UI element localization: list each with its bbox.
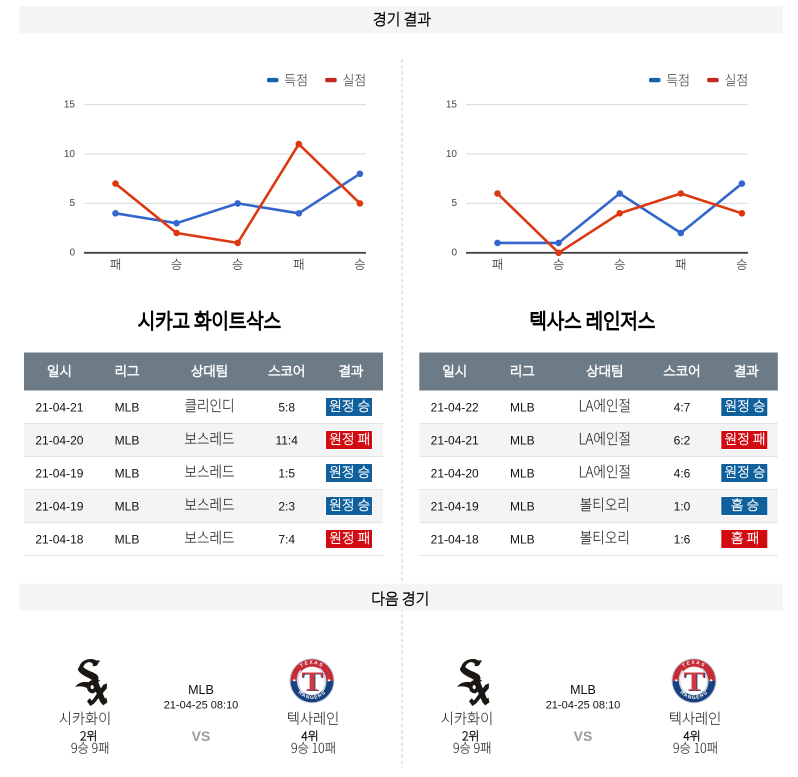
svg-text:21-04-21: 21-04-21	[431, 433, 479, 447]
svg-text:MLB: MLB	[115, 466, 140, 480]
svg-text:VS: VS	[192, 728, 211, 744]
svg-text:21-04-22: 21-04-22	[431, 400, 479, 414]
svg-text:21-04-18: 21-04-18	[35, 532, 83, 546]
svg-text:1:5: 1:5	[278, 466, 295, 480]
svg-text:5:8: 5:8	[278, 400, 295, 414]
svg-text:5: 5	[451, 198, 457, 209]
svg-text:4:7: 4:7	[674, 400, 691, 414]
svg-text:MLB: MLB	[510, 433, 535, 447]
svg-text:21-04-19: 21-04-19	[35, 499, 83, 513]
svg-text:21-04-20: 21-04-20	[35, 433, 83, 447]
svg-text:MLB: MLB	[115, 532, 140, 546]
svg-text:VS: VS	[574, 728, 593, 744]
svg-text:21-04-25 08:10: 21-04-25 08:10	[546, 700, 621, 712]
svg-text:5: 5	[69, 198, 75, 209]
svg-text:21-04-18: 21-04-18	[431, 532, 479, 546]
svg-text:2:3: 2:3	[278, 499, 295, 513]
svg-text:10: 10	[446, 149, 458, 160]
svg-text:15: 15	[64, 99, 76, 110]
svg-text:MLB: MLB	[510, 466, 535, 480]
svg-text:MLB: MLB	[510, 532, 535, 546]
svg-text:0: 0	[69, 248, 75, 259]
svg-text:MLB: MLB	[570, 683, 596, 697]
svg-text:21-04-19: 21-04-19	[431, 499, 479, 513]
svg-text:MLB: MLB	[510, 499, 535, 513]
svg-text:10: 10	[64, 149, 76, 160]
svg-text:11:4: 11:4	[275, 433, 298, 447]
svg-text:MLB: MLB	[188, 683, 214, 697]
svg-text:MLB: MLB	[115, 499, 140, 513]
svg-text:MLB: MLB	[510, 400, 535, 414]
svg-text:0: 0	[451, 248, 457, 259]
svg-text:MLB: MLB	[115, 400, 140, 414]
svg-text:21-04-25 08:10: 21-04-25 08:10	[164, 700, 239, 712]
svg-text:21-04-20: 21-04-20	[431, 466, 479, 480]
svg-text:MLB: MLB	[115, 433, 140, 447]
svg-text:21-04-21: 21-04-21	[35, 400, 83, 414]
svg-text:21-04-19: 21-04-19	[35, 466, 83, 480]
svg-text:15: 15	[446, 99, 458, 110]
svg-text:7:4: 7:4	[278, 532, 295, 546]
svg-text:4:6: 4:6	[674, 466, 691, 480]
svg-text:1:0: 1:0	[674, 499, 691, 513]
svg-text:6:2: 6:2	[674, 433, 691, 447]
svg-text:1:6: 1:6	[674, 532, 691, 546]
